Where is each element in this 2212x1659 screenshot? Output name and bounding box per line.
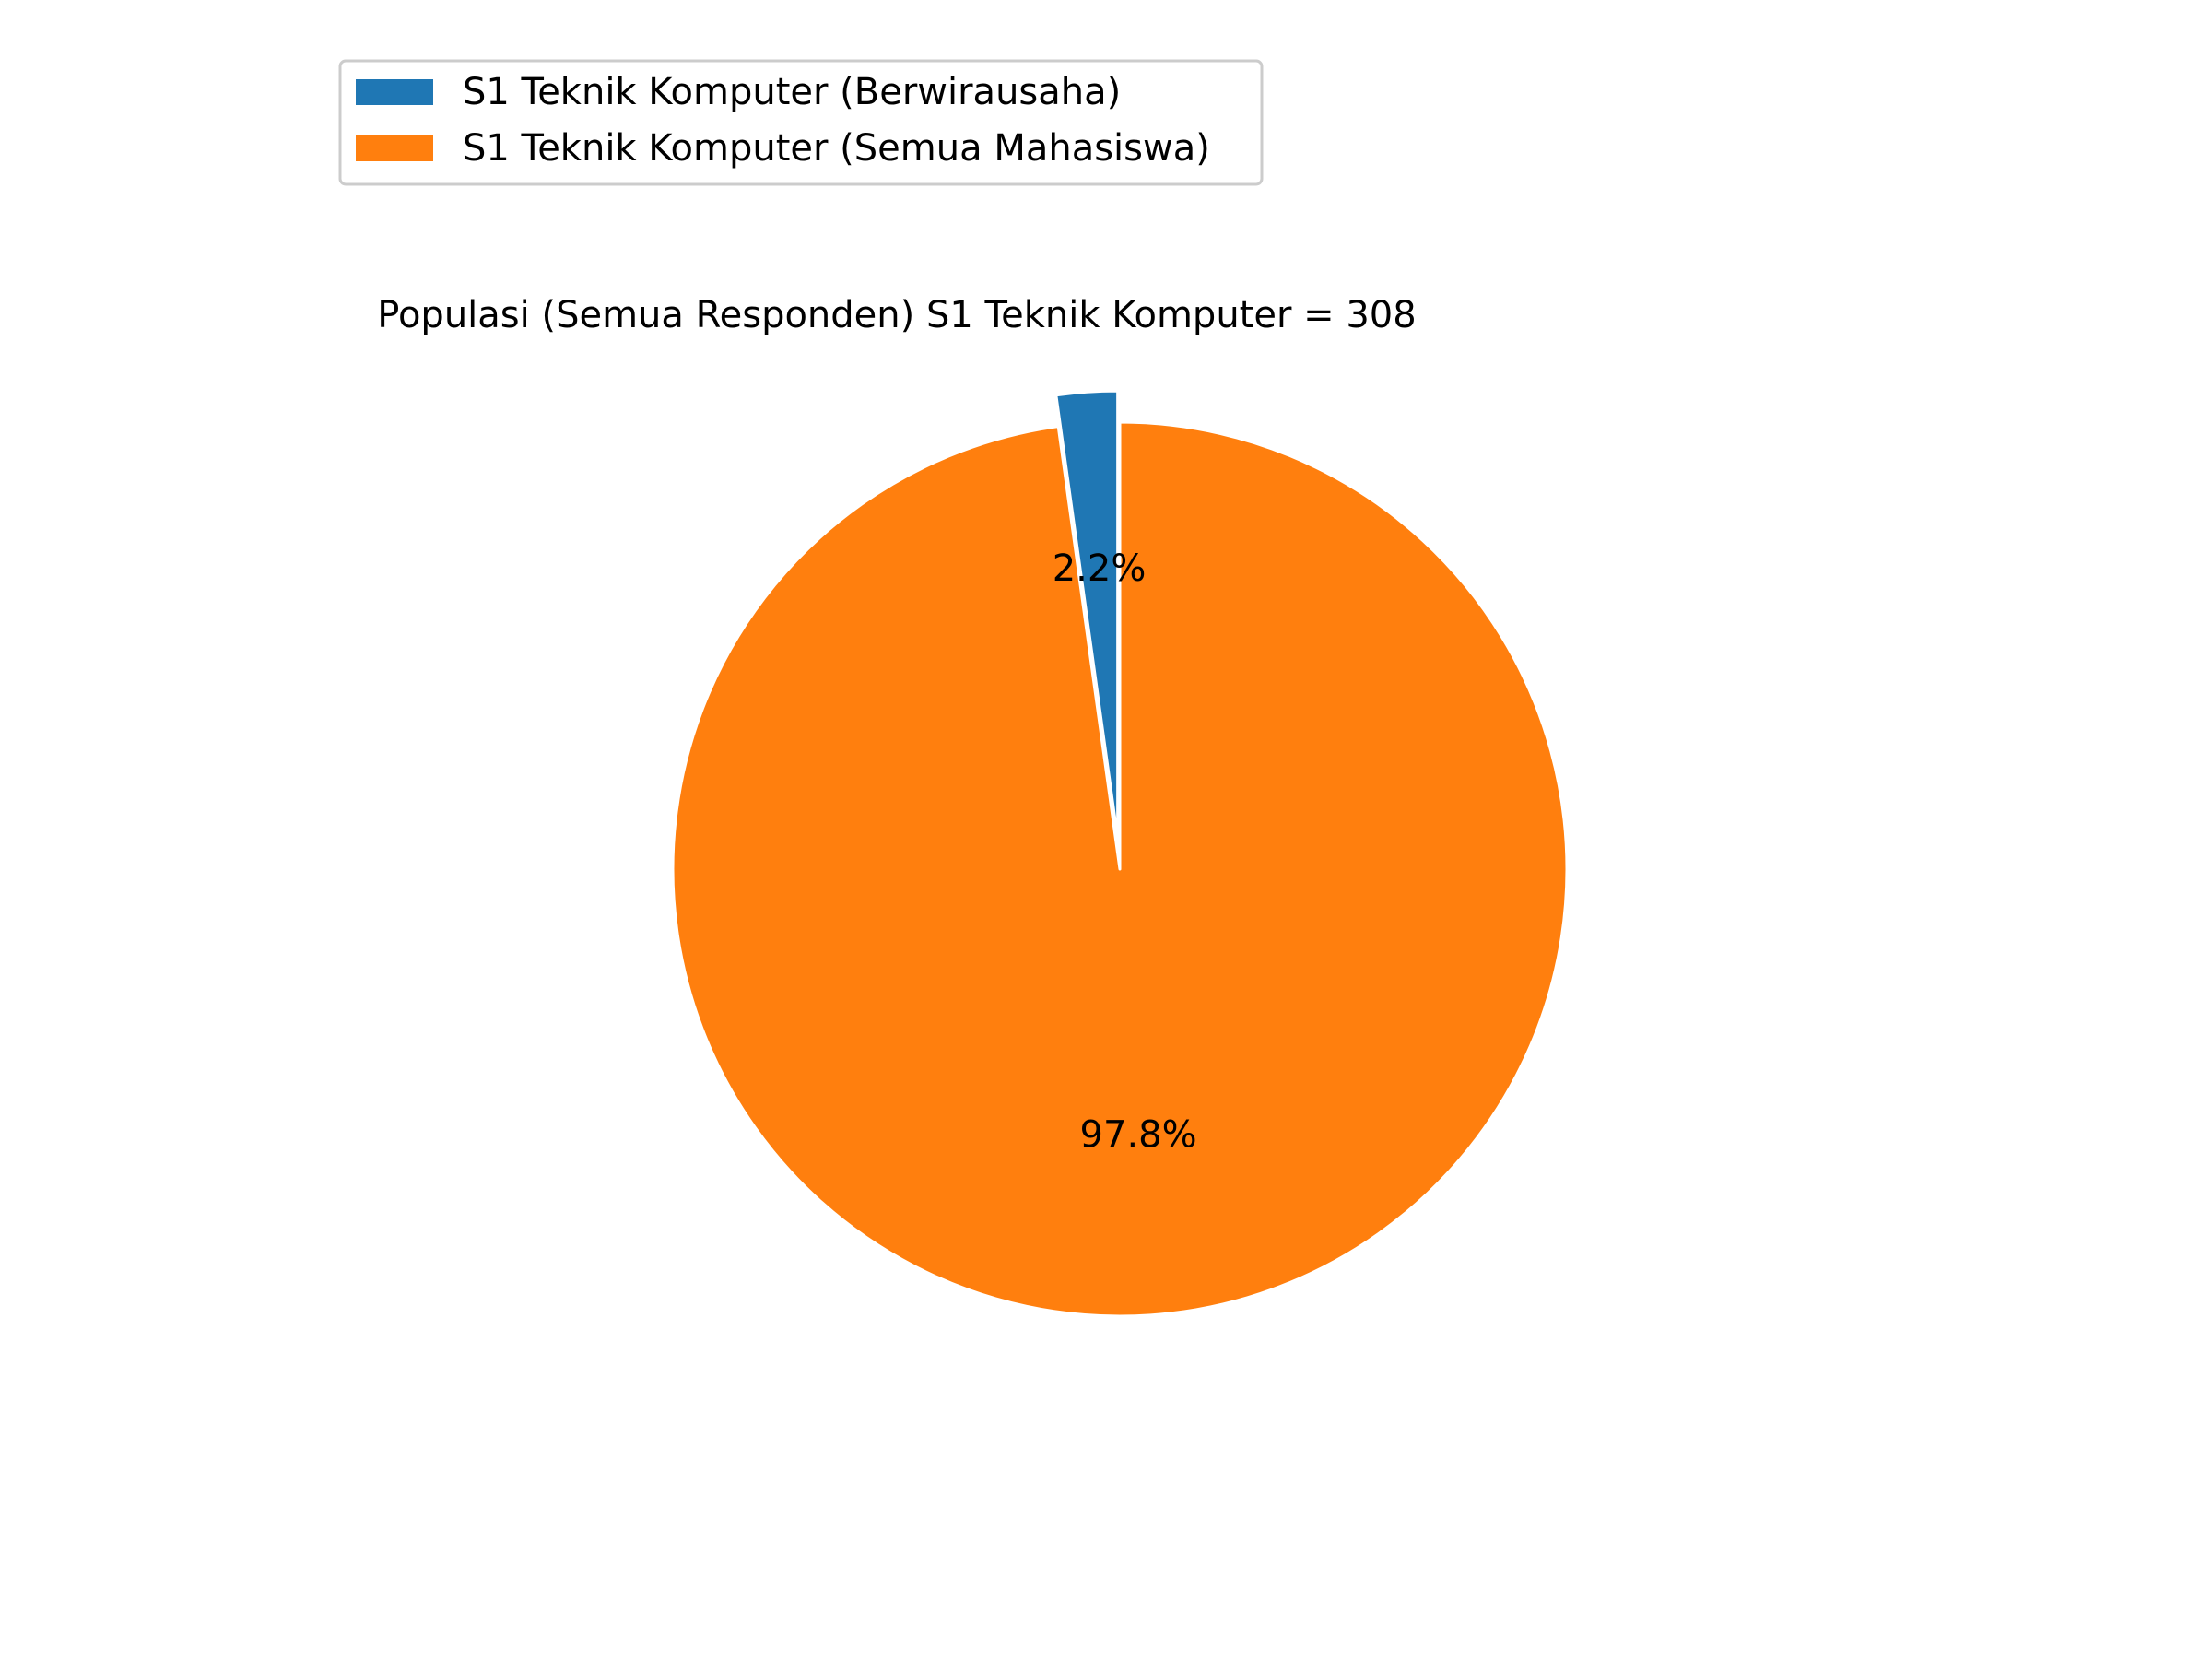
legend-label-1: S1 Teknik Komputer (Semua Mahasiswa) <box>463 127 1210 170</box>
chart-title: Populasi (Semua Responden) S1 Teknik Kom… <box>377 294 1416 336</box>
legend-swatch-1 <box>356 135 433 161</box>
pie-value-label-1: 97.8% <box>1080 1113 1197 1156</box>
pie-slice-1 <box>671 420 1569 1318</box>
legend-swatch-0 <box>356 79 433 105</box>
legend-label-0: S1 Teknik Komputer (Berwirausaha) <box>463 71 1121 113</box>
pie-slice-0 <box>1054 389 1120 840</box>
legend: S1 Teknik Komputer (Berwirausaha) S1 Tek… <box>338 59 1264 186</box>
pie-slices <box>671 389 1569 1318</box>
pie-value-label-0: 2.2% <box>1053 547 1147 590</box>
legend-frame <box>338 59 1264 186</box>
